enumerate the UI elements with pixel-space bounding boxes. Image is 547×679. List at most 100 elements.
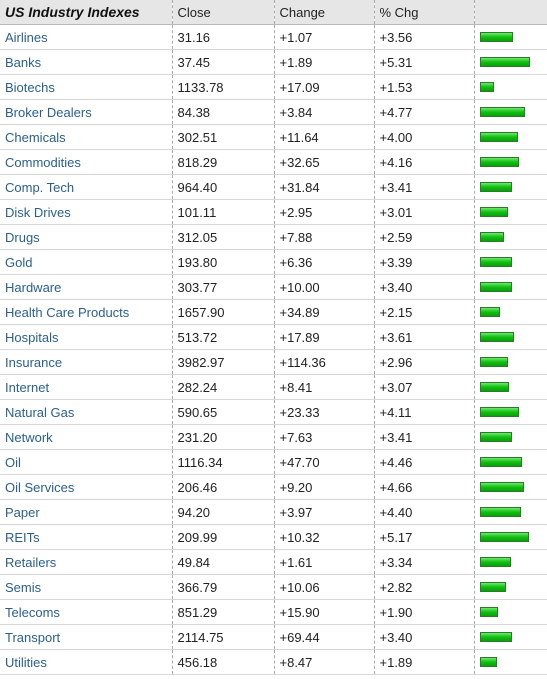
column-header: Close xyxy=(172,0,275,25)
close-value: 193.80 xyxy=(172,249,275,275)
change-value: +17.09 xyxy=(274,74,375,100)
bar-cell xyxy=(474,474,547,500)
close-value: 209.99 xyxy=(172,524,275,550)
industry-link[interactable]: Commodities xyxy=(0,149,173,175)
table-row: Gold 193.80 +6.36 +3.39 xyxy=(0,249,547,275)
close-value: 84.38 xyxy=(172,99,275,125)
industry-link[interactable]: Utilities xyxy=(0,649,173,675)
industry-link[interactable]: Oil Services xyxy=(0,474,173,500)
industry-link[interactable]: Health Care Products xyxy=(0,299,173,325)
industry-link[interactable]: Natural Gas xyxy=(0,399,173,425)
table-row: Broker Dealers 84.38 +3.84 +4.77 xyxy=(0,99,547,125)
close-value: 3982.97 xyxy=(172,349,275,375)
pct-bar xyxy=(479,132,518,142)
pct-bar xyxy=(479,657,498,667)
bar-cell xyxy=(474,349,547,375)
pct-bar xyxy=(479,232,505,242)
pct-change-value: +3.34 xyxy=(374,549,475,575)
pct-bar xyxy=(479,282,512,292)
industry-link[interactable]: Airlines xyxy=(0,24,173,50)
industry-link[interactable]: Comp. Tech xyxy=(0,174,173,200)
table-row: Biotechs 1133.78 +17.09 +1.53 xyxy=(0,74,547,100)
industry-link[interactable]: Broker Dealers xyxy=(0,99,173,125)
table-row: Disk Drives 101.11 +2.95 +3.01 xyxy=(0,199,547,225)
industry-link[interactable]: Oil xyxy=(0,449,173,475)
industry-link[interactable]: Network xyxy=(0,424,173,450)
industry-link[interactable]: REITs xyxy=(0,524,173,550)
table-row: Semis 366.79 +10.06 +2.82 xyxy=(0,574,547,600)
close-value: 302.51 xyxy=(172,124,275,150)
close-value: 366.79 xyxy=(172,574,275,600)
pct-bar xyxy=(479,157,520,167)
pct-change-value: +3.40 xyxy=(374,624,475,650)
change-value: +69.44 xyxy=(274,624,375,650)
table-row: Insurance 3982.97 +114.36 +2.96 xyxy=(0,349,547,375)
table-row: Transport 2114.75 +69.44 +3.40 xyxy=(0,624,547,650)
column-header: Change xyxy=(274,0,375,25)
industry-link[interactable]: Chemicals xyxy=(0,124,173,150)
table-row: Telecoms 851.29 +15.90 +1.90 xyxy=(0,599,547,625)
bar-cell xyxy=(474,299,547,325)
table-row: Natural Gas 590.65 +23.33 +4.11 xyxy=(0,399,547,425)
industry-link[interactable]: Hardware xyxy=(0,274,173,300)
industry-link[interactable]: Disk Drives xyxy=(0,199,173,225)
table-row: Retailers 49.84 +1.61 +3.34 xyxy=(0,549,547,575)
bar-cell xyxy=(474,399,547,425)
header-row: US Industry Indexes Close Change % Chg xyxy=(0,0,547,25)
bar-cell xyxy=(474,524,547,550)
pct-bar xyxy=(479,407,519,417)
pct-change-value: +4.11 xyxy=(374,399,475,425)
industry-link[interactable]: Insurance xyxy=(0,349,173,375)
bar-cell xyxy=(474,449,547,475)
industry-link[interactable]: Biotechs xyxy=(0,74,173,100)
industry-link[interactable]: Transport xyxy=(0,624,173,650)
industry-link[interactable]: Drugs xyxy=(0,224,173,250)
pct-change-value: +2.96 xyxy=(374,349,475,375)
change-value: +1.61 xyxy=(274,549,375,575)
close-value: 818.29 xyxy=(172,149,275,175)
change-value: +3.84 xyxy=(274,99,375,125)
pct-bar xyxy=(479,57,530,67)
change-value: +15.90 xyxy=(274,599,375,625)
column-header: % Chg xyxy=(374,0,475,25)
bar-cell xyxy=(474,549,547,575)
industry-link[interactable]: Banks xyxy=(0,49,173,75)
pct-change-value: +4.46 xyxy=(374,449,475,475)
close-value: 31.16 xyxy=(172,24,275,50)
industry-link[interactable]: Semis xyxy=(0,574,173,600)
close-value: 1116.34 xyxy=(172,449,275,475)
pct-change-value: +3.41 xyxy=(374,174,475,200)
industry-link[interactable]: Internet xyxy=(0,374,173,400)
industry-link[interactable]: Hospitals xyxy=(0,324,173,350)
pct-change-value: +3.40 xyxy=(374,274,475,300)
pct-change-value: +3.01 xyxy=(374,199,475,225)
table-row: Commodities 818.29 +32.65 +4.16 xyxy=(0,149,547,175)
industry-link[interactable]: Paper xyxy=(0,499,173,525)
close-value: 94.20 xyxy=(172,499,275,525)
pct-change-value: +2.15 xyxy=(374,299,475,325)
industry-link[interactable]: Telecoms xyxy=(0,599,173,625)
pct-bar xyxy=(479,182,512,192)
change-value: +3.97 xyxy=(274,499,375,525)
table-row: Chemicals 302.51 +11.64 +4.00 xyxy=(0,124,547,150)
bar-cell xyxy=(474,424,547,450)
close-value: 590.65 xyxy=(172,399,275,425)
change-value: +10.32 xyxy=(274,524,375,550)
close-value: 231.20 xyxy=(172,424,275,450)
bar-cell xyxy=(474,24,547,50)
pct-change-value: +3.07 xyxy=(374,374,475,400)
pct-bar xyxy=(479,607,498,617)
close-value: 2114.75 xyxy=(172,624,275,650)
industry-link[interactable]: Gold xyxy=(0,249,173,275)
pct-bar xyxy=(479,582,507,592)
change-value: +11.64 xyxy=(274,124,375,150)
industry-link[interactable]: Retailers xyxy=(0,549,173,575)
change-value: +8.47 xyxy=(274,649,375,675)
table-row: Hospitals 513.72 +17.89 +3.61 xyxy=(0,324,547,350)
table-row: Airlines 31.16 +1.07 +3.56 xyxy=(0,24,547,50)
change-value: +17.89 xyxy=(274,324,375,350)
bar-cell xyxy=(474,374,547,400)
pct-change-value: +5.17 xyxy=(374,524,475,550)
